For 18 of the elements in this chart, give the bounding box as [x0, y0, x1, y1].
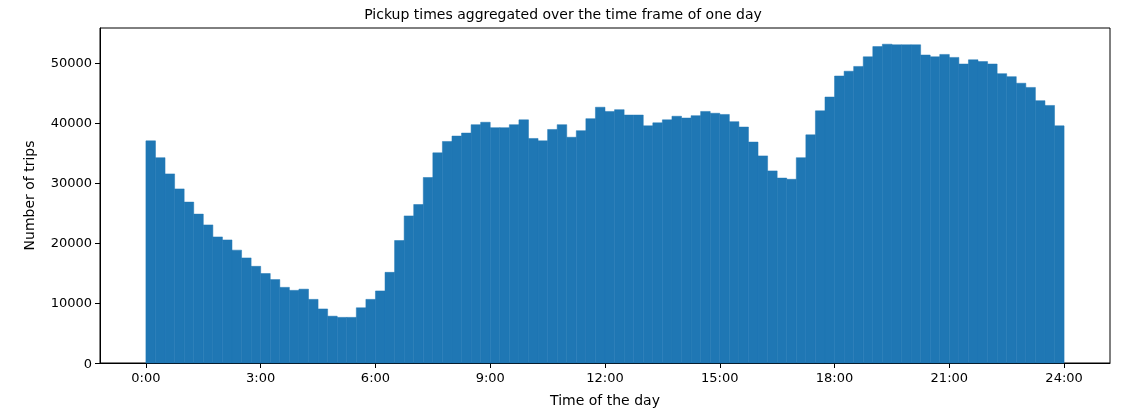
x-axis-title: Time of the day [549, 392, 660, 408]
y-axis-title: Number of trips [21, 140, 37, 251]
y-tick-label: 50000 [50, 55, 92, 71]
y-tick-label: 10000 [50, 295, 92, 311]
x-tick-label: 15:00 [701, 370, 739, 385]
chart-title: Pickup times aggregated over the time frame of one day [364, 6, 762, 22]
y-tick-label: 40000 [50, 115, 92, 131]
x-tick-label: 0:00 [131, 370, 161, 385]
x-tick-label: 18:00 [815, 370, 854, 385]
x-tick-label: 12:00 [586, 370, 624, 385]
y-tick-label: 30000 [50, 175, 92, 191]
x-tick-label: 24:00 [1045, 370, 1083, 385]
y-tick-label: 20000 [50, 235, 92, 251]
y-tick-label: 0 [83, 355, 92, 371]
x-tick-label: 21:00 [930, 370, 969, 385]
x-tick-label: 9:00 [475, 370, 505, 385]
x-tick-label: 6:00 [360, 370, 391, 385]
x-tick-label: 3:00 [246, 370, 276, 385]
